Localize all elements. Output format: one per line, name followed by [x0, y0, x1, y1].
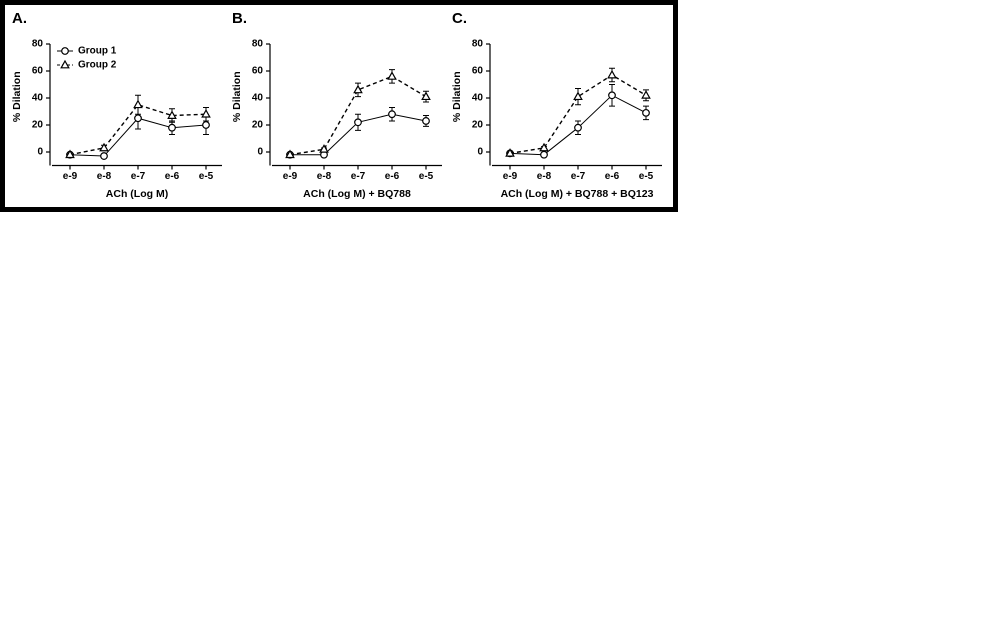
y-tick-label: 40 — [32, 93, 44, 104]
marker — [641, 90, 651, 99]
figure-border — [0, 0, 678, 212]
x-tick-label: e-8 — [97, 171, 112, 182]
marker — [354, 118, 362, 127]
x-tick-label: e-6 — [385, 171, 400, 182]
marker — [353, 84, 363, 94]
y-tick-label: 20 — [472, 120, 484, 131]
x-tick-label: e-6 — [605, 171, 620, 182]
panel-title: A. — [12, 10, 27, 27]
x-tick-label: e-5 — [199, 171, 214, 182]
y-tick-label: 60 — [32, 66, 44, 77]
legend-label: Group 2 — [78, 60, 117, 71]
marker — [202, 121, 210, 129]
x-tick-label: e-5 — [639, 171, 654, 182]
x-tick-label: e-7 — [571, 171, 586, 182]
marker — [388, 110, 396, 119]
marker — [201, 108, 211, 118]
panel-title: B. — [232, 10, 247, 27]
marker — [134, 114, 142, 123]
y-tick-label: 40 — [472, 93, 484, 104]
x-tick-label: e-9 — [283, 171, 298, 182]
x-tick-label: e-9 — [503, 171, 518, 182]
legend-label: Group 1 — [78, 46, 117, 57]
marker — [387, 71, 397, 80]
y-tick-label: 20 — [252, 120, 264, 131]
marker — [421, 91, 431, 101]
y-tick-label: 80 — [252, 39, 264, 50]
y-axis-title: % Dilation — [231, 71, 243, 122]
y-tick-label: 0 — [257, 147, 263, 158]
marker — [607, 69, 617, 79]
marker — [540, 150, 548, 159]
x-tick-label: e-7 — [131, 171, 146, 182]
x-axis-title: ACh (Log M) — [106, 188, 168, 200]
y-tick-label: 60 — [472, 66, 484, 77]
x-tick-label: e-6 — [165, 171, 180, 182]
x-tick-label: e-9 — [63, 171, 78, 182]
marker — [60, 59, 70, 69]
marker — [608, 91, 616, 100]
y-tick-label: 20 — [32, 120, 44, 131]
x-tick-label: e-8 — [537, 171, 552, 182]
x-axis-title: ACh (Log M) + BQ788 + BQ123 — [501, 188, 654, 200]
marker — [319, 144, 329, 153]
marker — [133, 99, 143, 109]
marker — [65, 149, 75, 159]
x-tick-label: e-8 — [317, 171, 332, 182]
marker — [422, 117, 430, 125]
x-tick-label: e-5 — [419, 171, 434, 182]
marker — [505, 148, 515, 157]
series-line — [69, 103, 207, 156]
marker — [539, 142, 549, 152]
marker — [642, 108, 650, 117]
series-line — [509, 74, 647, 155]
series-line — [289, 75, 427, 156]
marker — [285, 149, 295, 159]
marker — [573, 91, 583, 101]
y-axis-title: % Dilation — [11, 71, 23, 122]
x-tick-label: e-7 — [351, 171, 366, 182]
marker — [100, 152, 108, 160]
y-tick-label: 0 — [37, 147, 43, 158]
marker — [574, 123, 582, 132]
marker — [168, 123, 176, 132]
marker — [99, 142, 109, 152]
y-tick-label: 80 — [472, 39, 484, 50]
marker — [167, 110, 177, 119]
y-tick-label: 80 — [32, 39, 44, 50]
x-axis-title: ACh (Log M) + BQ788 — [303, 188, 411, 200]
y-axis-title: % Dilation — [451, 71, 463, 122]
y-tick-label: 40 — [252, 93, 264, 104]
y-tick-label: 0 — [477, 147, 483, 158]
panel-title: C. — [452, 10, 467, 27]
marker — [61, 47, 69, 55]
y-tick-label: 60 — [252, 66, 264, 77]
